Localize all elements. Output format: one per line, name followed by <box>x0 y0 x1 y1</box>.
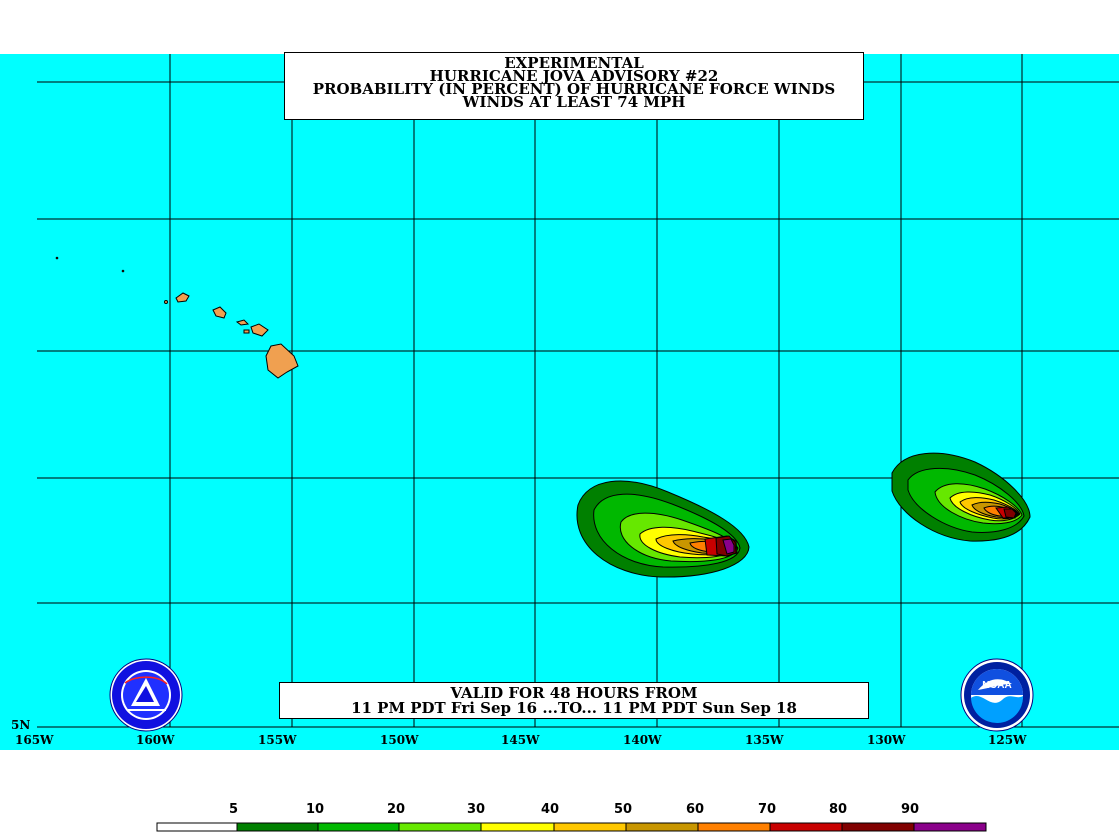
lon-label-155w: 155W <box>258 733 297 747</box>
legend-swatch-3 <box>398 822 482 832</box>
valid-line-2: 11 PM PDT Fri Sep 16 ...TO... 11 PM PDT … <box>351 699 797 717</box>
ocean-area <box>0 54 1119 750</box>
lon-label-150w: 150W <box>380 733 419 747</box>
noaa-logo: NOAA <box>960 658 1034 732</box>
legend-label-30: 30 <box>467 802 486 817</box>
lat-label-5n: 5N <box>11 718 31 732</box>
legend-swatch-6 <box>625 822 699 832</box>
legend-color-bar <box>156 822 987 832</box>
lon-label-165w: 165W <box>15 733 54 747</box>
legend-label-5: 5 <box>229 802 239 817</box>
legend-label-70: 70 <box>758 802 777 817</box>
legend-swatch-8 <box>769 822 843 832</box>
legend-swatch-5 <box>553 822 627 832</box>
legend-label-80: 80 <box>829 802 848 817</box>
title-panel: EXPERIMENTAL HURRICANE JOVA ADVISORY #22… <box>284 52 864 120</box>
noaa-logo-text: NOAA <box>982 680 1011 691</box>
lon-label-125w: 125W <box>988 733 1027 747</box>
legend-label-20: 20 <box>387 802 406 817</box>
valid-period-panel: VALID FOR 48 HOURS FROM 11 PM PDT Fri Se… <box>279 682 869 719</box>
grid-lines <box>37 54 1119 728</box>
valid-line-1: VALID FOR 48 HOURS FROM <box>450 684 698 702</box>
legend-label-50: 50 <box>614 802 633 817</box>
hawaiian-islands <box>55 256 299 379</box>
legend-label-60: 60 <box>686 802 705 817</box>
title-line-4: WINDS AT LEAST 74 MPH <box>462 93 686 111</box>
lon-label-130w: 130W <box>867 733 906 747</box>
legend-swatch-2 <box>317 822 400 832</box>
title-line-1: EXPERIMENTAL <box>504 54 644 72</box>
wind-probability-swath-east <box>891 452 1031 542</box>
legend-swatch-10 <box>913 822 987 832</box>
wind-probability-swath-west <box>576 480 750 578</box>
title-line-2: HURRICANE JOVA ADVISORY #22 <box>429 67 719 85</box>
legend-swatch-7 <box>697 822 771 832</box>
lon-label-160w: 160W <box>136 733 175 747</box>
legend-label-90: 90 <box>901 802 920 817</box>
legend-swatch-4 <box>480 822 555 832</box>
nws-logo <box>109 658 183 732</box>
legend-label-40: 40 <box>541 802 560 817</box>
legend-swatch-9 <box>841 822 915 832</box>
legend-label-10: 10 <box>306 802 325 817</box>
lon-label-140w: 140W <box>623 733 662 747</box>
legend-swatch-0 <box>156 822 238 832</box>
title-line-3: PROBABILITY (IN PERCENT) OF HURRICANE FO… <box>312 80 836 98</box>
legend-swatch-1 <box>236 822 319 832</box>
lon-label-135w: 135W <box>745 733 784 747</box>
lon-label-145w: 145W <box>501 733 540 747</box>
